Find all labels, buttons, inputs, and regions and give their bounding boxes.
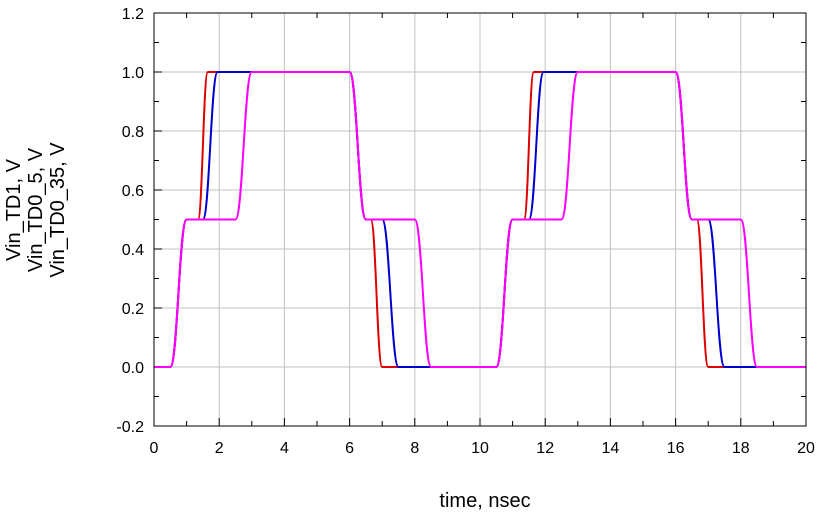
x-tick-label: 18 [732, 440, 750, 457]
plot-frame [153, 12, 807, 427]
y-tick-label: 1.2 [122, 6, 144, 23]
y-axis-title-2: Vin_TD0_5, V [25, 147, 47, 272]
x-tick-label: 0 [150, 440, 159, 457]
x-tick-labels: 0 2 4 6 8 10 12 14 16 18 20 [150, 440, 815, 457]
x-tick-label: 14 [602, 440, 620, 457]
x-tick-label: 2 [215, 440, 224, 457]
y-tick-labels: -0.2 0.0 0.2 0.4 0.6 0.8 1.0 1.2 [116, 6, 144, 436]
series-layer [154, 71, 806, 368]
y-tick-label: 0.2 [122, 301, 144, 318]
x-tick-label: 12 [536, 440, 554, 457]
y-axis-title-1: Vin_TD1, V [3, 158, 25, 261]
x-tick-label: 10 [471, 440, 489, 457]
x-tick-label: 16 [667, 440, 685, 457]
y-tick-label: -0.2 [116, 419, 144, 436]
y-axis-title-3: Vin_TD0_35, V [47, 142, 69, 278]
y-axis-titles: Vin_TD1, V Vin_TD0_5, V Vin_TD0_35, V [3, 142, 69, 278]
x-axis-title: time, nsec [439, 490, 530, 512]
x-tick-label: 6 [345, 440, 354, 457]
y-tick-label: 0.4 [122, 242, 144, 259]
x-tick-label: 8 [410, 440, 419, 457]
y-tick-label: 0.8 [122, 124, 144, 141]
series-line-vin-td1 [154, 71, 806, 368]
minor-ticks [153, 12, 807, 427]
y-tick-label: 0.0 [122, 360, 144, 377]
x-tick-label: 20 [797, 440, 815, 457]
y-tick-label: 1.0 [122, 65, 144, 82]
x-tick-label: 4 [280, 440, 289, 457]
y-tick-label: 0.6 [122, 183, 144, 200]
